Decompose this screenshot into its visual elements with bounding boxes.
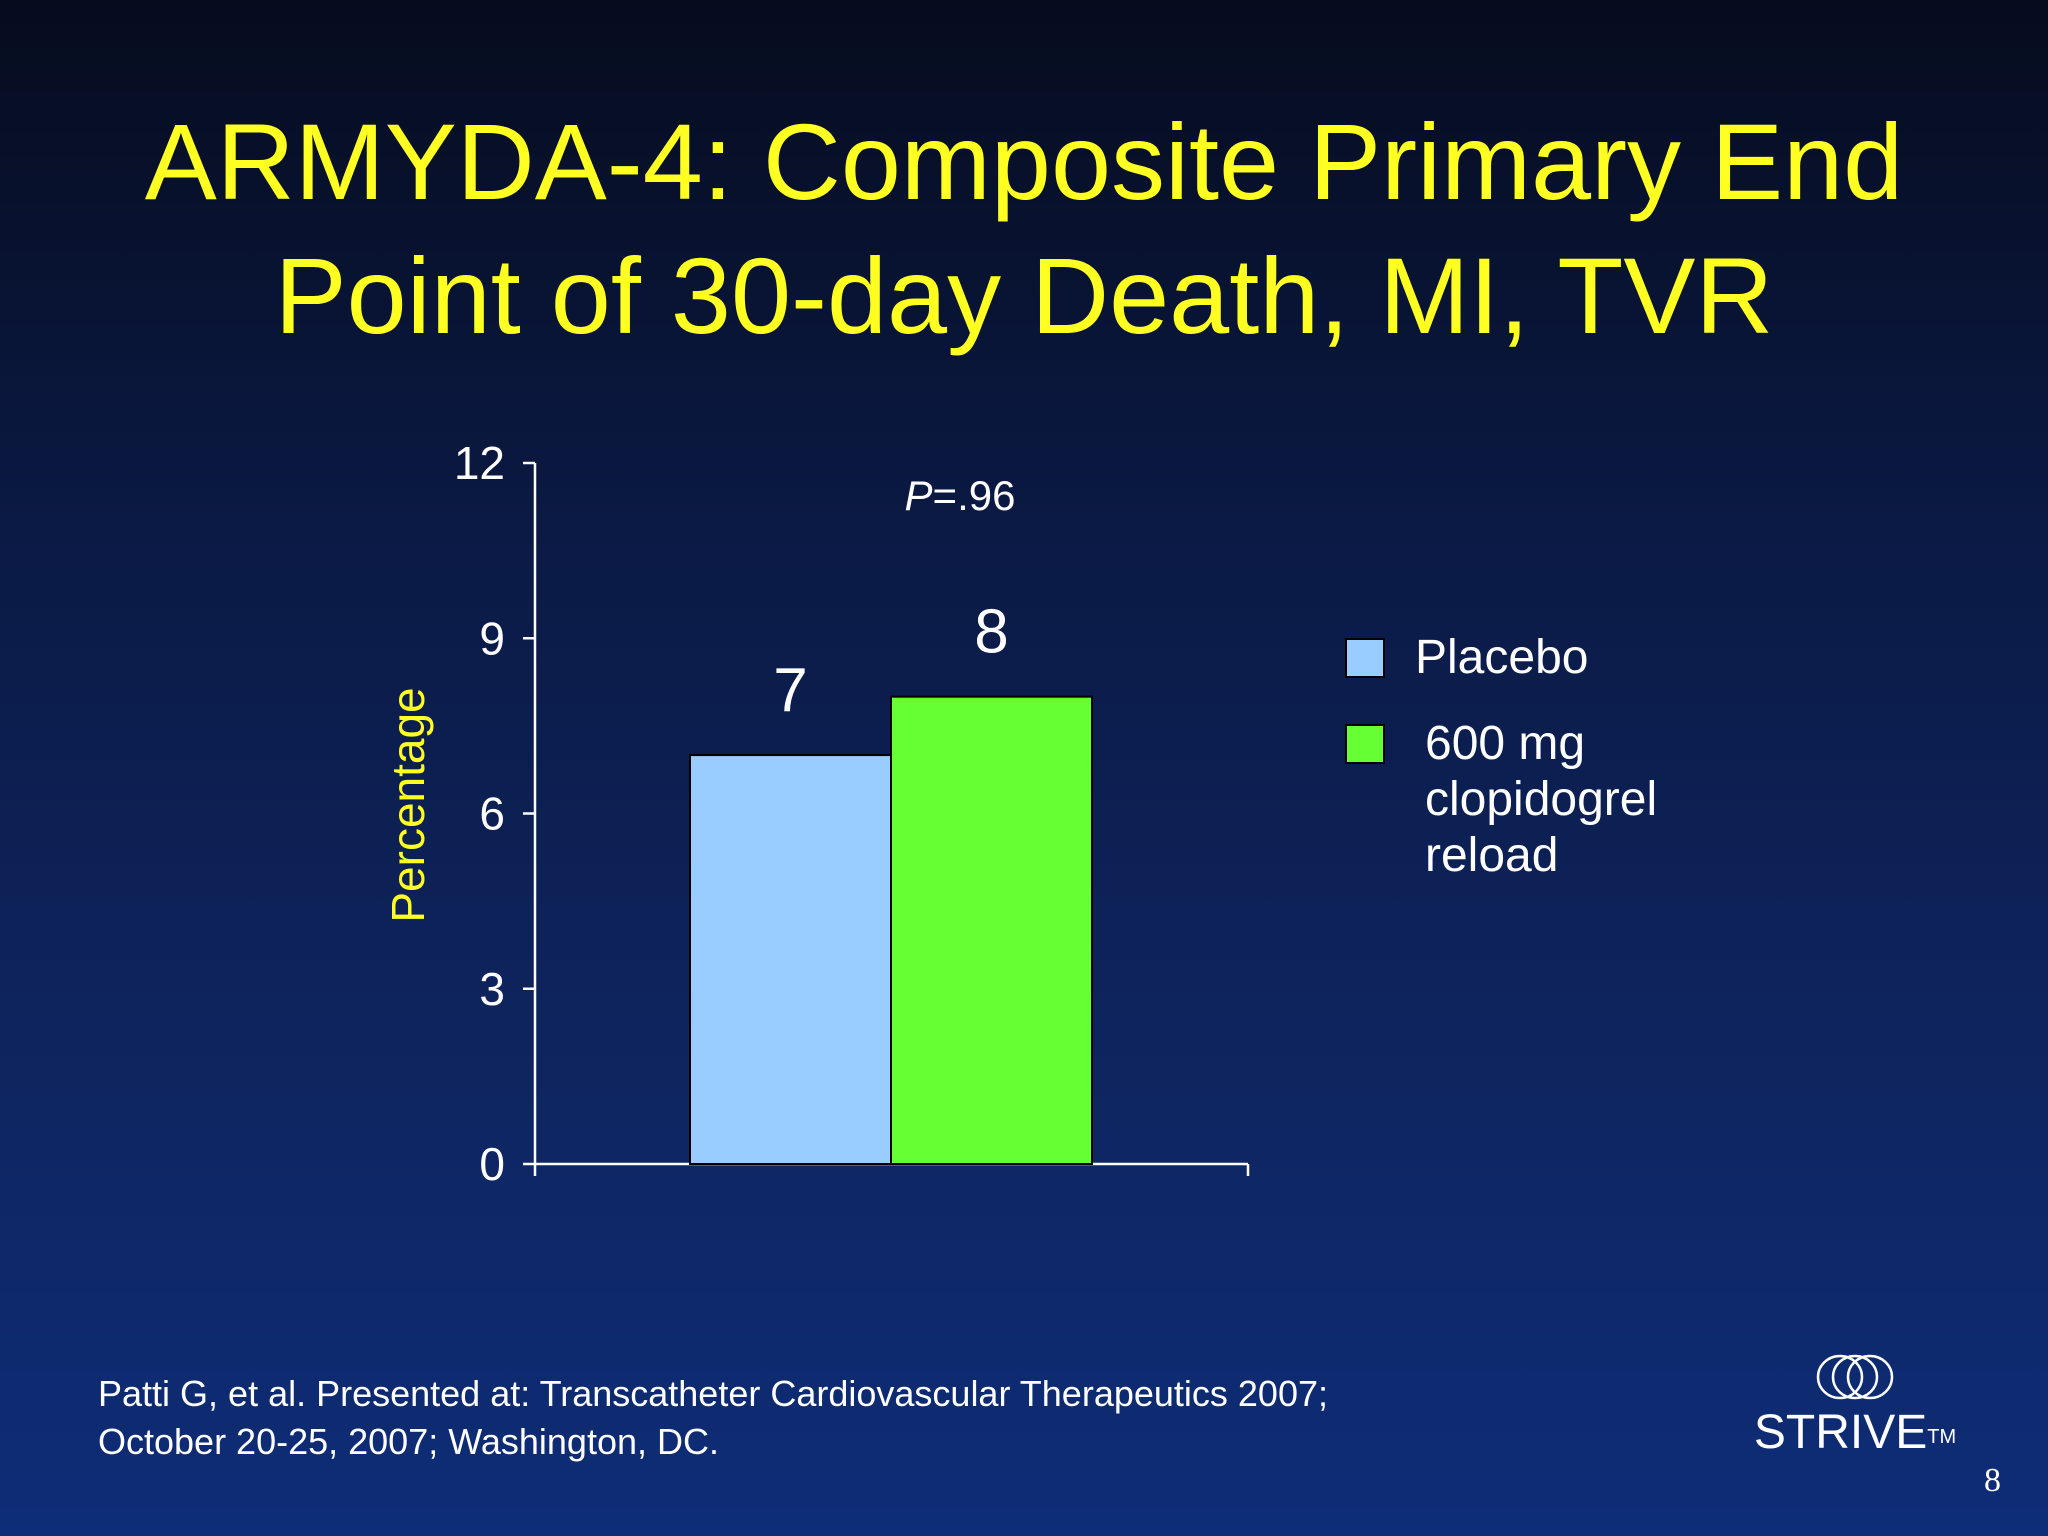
y-axis-label: Percentage <box>382 687 434 922</box>
x-axis <box>535 1162 1250 1176</box>
data-label-placebo: 7 <box>773 656 807 725</box>
title-line-2: Point of 30-day Death, MI, TVR <box>274 235 1774 356</box>
legend-label-reload-line-3: reload <box>1425 829 1559 882</box>
citation-line-1: Patti G, et al. Presented at: Transcathe… <box>98 1373 1328 1414</box>
legend-label-placebo: Placebo <box>1415 631 1589 684</box>
logo-text-row: STRIVETM <box>1745 1407 1965 1459</box>
data-label-reload: 8 <box>974 598 1008 667</box>
citation: Patti G, et al. Presented at: Transcathe… <box>98 1370 1328 1466</box>
y-tick-label: 6 <box>479 788 505 840</box>
rings-icon <box>1816 1354 1894 1400</box>
logo-trademark: TM <box>1927 1426 1957 1448</box>
page-number: 8 <box>1984 1462 2001 1499</box>
bar-reload <box>890 695 1093 1166</box>
y-tick-label: 3 <box>479 963 505 1015</box>
legend-item-placebo: Placebo <box>1345 630 1755 686</box>
legend-label-reload-line-2: clopidogrel <box>1425 773 1658 826</box>
legend-label-reload-line-1: 600 mg <box>1425 717 1586 770</box>
bar-placebo <box>689 754 892 1165</box>
p-value-symbol: P <box>905 472 933 519</box>
citation-line-2: October 20-25, 2007; Washington, DC. <box>98 1421 719 1462</box>
logo-wordmark: STRIVE <box>1753 1406 1928 1459</box>
p-value-number: =.96 <box>933 472 1016 519</box>
p-value-annotation: P=.96 <box>905 472 1016 519</box>
title-line-1: ARMYDA-4: Composite Primary End <box>144 101 1904 222</box>
y-tick-label: 9 <box>479 612 505 664</box>
data-labels: 78 <box>773 598 1008 725</box>
legend-item-reload: 600 mg clopidogrel reload <box>1345 716 1755 884</box>
slide-title: ARMYDA-4: Composite Primary End Point of… <box>0 95 2048 363</box>
legend-swatch-reload <box>1345 724 1385 764</box>
legend-swatch-placebo <box>1345 638 1385 678</box>
strive-logo: STRIVETM <box>1745 1352 1965 1459</box>
y-axis: 0 3 6 9 12 <box>454 437 537 1190</box>
y-tick-label: 0 <box>479 1138 505 1190</box>
y-tick-label: 12 <box>454 437 505 489</box>
chart-legend: Placebo 600 mg clopidogrel reload <box>1345 630 1755 914</box>
bars <box>689 695 1093 1166</box>
